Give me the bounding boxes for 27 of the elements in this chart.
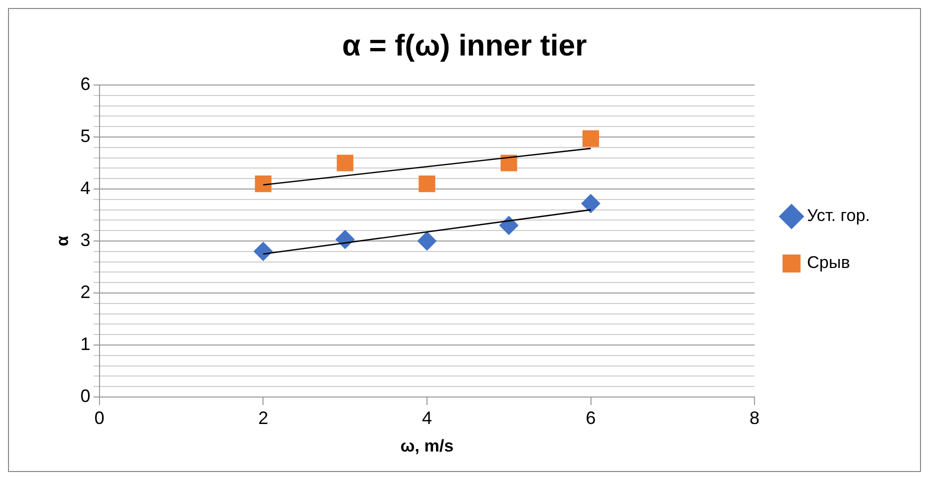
y-axis-title: α [52,235,72,246]
point [582,130,600,147]
legend-label: Срыв [807,253,850,272]
x-axis-title: ω, m/s [400,436,454,456]
point [336,154,354,172]
x-tick-label: 8 [750,408,760,428]
y-tick-label: 0 [80,386,90,406]
point [418,176,436,192]
point [417,232,436,250]
point [581,194,600,214]
y-tick-label: 1 [80,334,90,354]
point [500,154,518,172]
point [499,216,518,235]
x-tick-label: 6 [586,408,596,428]
y-tick-label: 5 [80,126,90,146]
x-tick-label: 0 [94,408,104,428]
point [336,230,355,249]
chart-title: α = f(ω) inner tier [342,29,588,62]
point [254,242,273,261]
y-tick-label: 3 [80,230,90,250]
y-tick-label: 2 [80,282,90,302]
legend-label: Уст. гор. [807,206,870,226]
point [254,176,272,192]
y-tick-label: 4 [80,178,90,198]
x-tick-label: 2 [258,408,268,428]
x-tick-label: 4 [422,408,432,428]
y-tick-label: 6 [80,74,90,94]
